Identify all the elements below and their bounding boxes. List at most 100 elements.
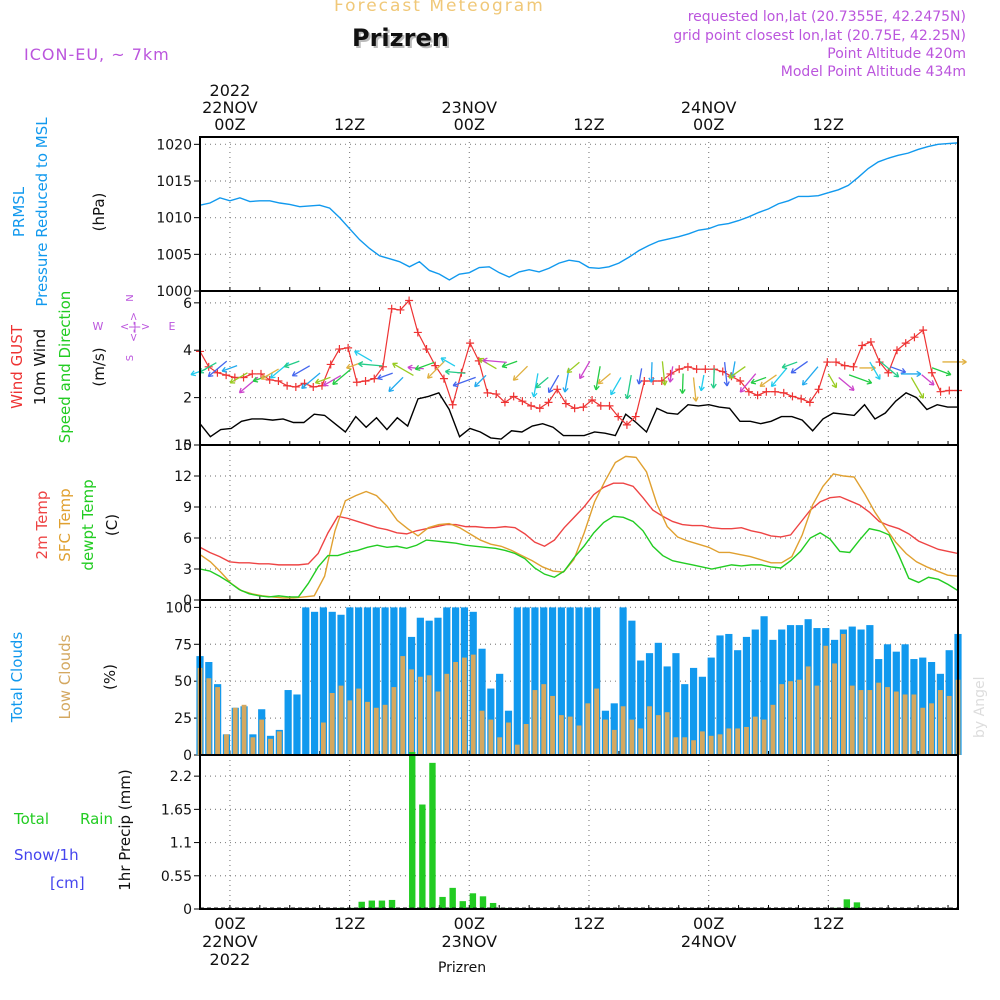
- wind-gust-point: [544, 398, 553, 407]
- pressure-frame: [199, 136, 959, 292]
- bottom-time-label: 00Z: [693, 914, 724, 933]
- wind-gust-label: Wind GUST: [8, 324, 26, 409]
- wind-direction-arrowhead: [848, 385, 855, 391]
- clouds-unit: (%): [101, 664, 119, 690]
- top-time-label: 24NOV: [681, 98, 737, 117]
- low-cloud-bar: [885, 687, 890, 755]
- wind-gust-point: [500, 398, 509, 407]
- wind-gust-point: [875, 358, 884, 367]
- top-time-label: 00Z: [214, 115, 245, 134]
- low-cloud-bar: [929, 703, 934, 755]
- temp-grid: [194, 444, 958, 601]
- total-cloud-bar: [742, 636, 751, 755]
- wind-direction-arrowhead: [407, 364, 413, 371]
- y-tick-label: 2.2: [170, 769, 192, 785]
- low-cloud-bar: [320, 722, 326, 755]
- wind-direction-arrow: [445, 370, 466, 374]
- low-cloud-bar: [523, 724, 529, 755]
- wind-gust-point: [858, 341, 867, 350]
- top-time-label: 2022: [210, 81, 251, 100]
- low-cloud-bar: [735, 728, 741, 755]
- wind-gust-point: [579, 403, 588, 412]
- rain-bar: [388, 899, 396, 909]
- y-tick-label: 1005: [156, 247, 192, 263]
- wind-gust-point: [413, 328, 422, 337]
- wind-gust-point: [910, 333, 919, 342]
- total-cloud-bar: [707, 657, 715, 755]
- y-tick-label: 1000: [156, 284, 192, 300]
- wind-direction-arrow: [474, 374, 487, 388]
- wind-direction-arrowhead: [283, 362, 290, 369]
- wind-direction-arrowhead: [388, 386, 394, 393]
- wind-direction-arrowhead: [624, 393, 631, 400]
- wind-direction-arrow: [650, 362, 653, 383]
- low-cloud-bar: [699, 731, 705, 755]
- low-cloud-bar: [849, 685, 855, 755]
- total-cloud-bar: [681, 684, 689, 755]
- wind-gust-point: [370, 374, 379, 383]
- wind-gust-point: [692, 365, 701, 374]
- total-cloud-bar: [310, 611, 319, 755]
- wind-gust-point: [309, 382, 318, 391]
- low-cloud-bar: [603, 719, 608, 755]
- temp-sfc-line: [199, 455, 959, 599]
- total-cloud-bar: [381, 607, 389, 755]
- wind-speed-label: 10m Wind: [31, 329, 49, 405]
- wind-gust-line: [199, 299, 958, 426]
- low-cloud-bar: [329, 693, 335, 755]
- bottom-time-label: 22NOV: [202, 932, 258, 951]
- low-cloud-bar: [585, 703, 591, 755]
- temp-unit: (C): [103, 514, 121, 536]
- rain-bar: [843, 899, 851, 909]
- pressure-unit: (hPa): [90, 193, 108, 232]
- chart-subtitle: Forecast Meteogram: [334, 0, 545, 16]
- temp-sfc-label: SFC Temp: [56, 488, 74, 561]
- bottom-time-label: 00Z: [454, 914, 485, 933]
- wind-gust-point: [622, 420, 631, 429]
- low-cloud-bar: [400, 656, 406, 755]
- total-cloud-bar: [689, 667, 698, 755]
- wind-direction-arrowhead: [444, 368, 451, 375]
- low-cloud-bar: [514, 744, 520, 755]
- rain-bar: [489, 902, 497, 909]
- y-tick-label: 0: [183, 748, 192, 764]
- y-tick-label: 9: [183, 500, 192, 516]
- low-clouds-label: Low Clouds: [56, 634, 74, 719]
- low-cloud-bar: [717, 734, 723, 755]
- footer-label: Prizren: [438, 960, 486, 976]
- wind-direction-arrowhead: [221, 366, 228, 373]
- low-cloud-bar: [611, 729, 617, 755]
- low-cloud-bar: [805, 666, 811, 755]
- bottom-time-label: 12Z: [334, 914, 365, 933]
- total-cloud-bar: [725, 633, 733, 755]
- wind-direction-arrow: [731, 361, 736, 378]
- wind-direction-arrowhead: [512, 375, 519, 381]
- requested-location: requested lon,lat (20.7355E, 42.2475N): [687, 9, 966, 25]
- wind-gust-point: [431, 361, 440, 370]
- wind-gust-point: [535, 404, 544, 413]
- wind-grid: [194, 291, 958, 446]
- low-cloud-bar: [655, 715, 661, 755]
- wind-gust-point: [805, 398, 814, 407]
- wind-direction-arrow: [597, 372, 611, 385]
- wind-direction-arrow: [848, 374, 872, 384]
- wind-direction-arrowhead: [238, 387, 245, 394]
- low-cloud-bar: [232, 707, 238, 755]
- wind-direction-arrow: [478, 358, 497, 370]
- wind-direction-arrowhead: [790, 368, 797, 374]
- wind-gust-point: [823, 358, 832, 367]
- total-cloud-bar: [698, 676, 706, 755]
- wind-gust-point: [213, 368, 222, 377]
- low-cloud-bar: [250, 737, 256, 755]
- wind-gust-point: [483, 388, 492, 397]
- wind-gust-point: [614, 412, 623, 421]
- y-tick-label: 3: [183, 562, 192, 578]
- low-cloud-bar: [567, 716, 573, 755]
- rain-label: Rain: [80, 810, 113, 828]
- low-cloud-bar: [409, 669, 414, 755]
- precip-grid: [194, 755, 958, 910]
- wind-gust-point: [596, 401, 605, 410]
- top-time-label: 12Z: [334, 115, 365, 134]
- credit-label: by Angel: [972, 677, 988, 738]
- low-cloud-bar: [620, 706, 626, 755]
